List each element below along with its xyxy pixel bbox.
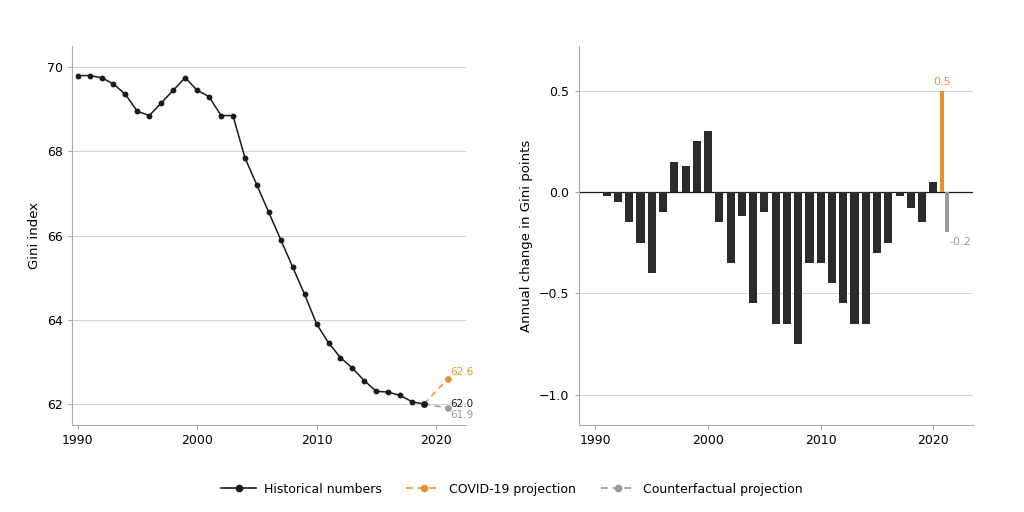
Text: 0.5: 0.5: [933, 77, 951, 87]
Bar: [738, 192, 745, 216]
Text: 62.6: 62.6: [450, 367, 473, 376]
Bar: [671, 162, 678, 192]
Bar: [783, 192, 791, 324]
Bar: [817, 192, 824, 263]
Bar: [648, 192, 655, 273]
Bar: [750, 192, 757, 304]
Y-axis label: Gini index: Gini index: [28, 202, 41, 269]
Bar: [795, 192, 802, 344]
Bar: [945, 192, 949, 232]
Bar: [761, 192, 768, 212]
Legend: Historical numbers, COVID-19 projection, Counterfactual projection: Historical numbers, COVID-19 projection,…: [216, 478, 808, 501]
Bar: [614, 192, 622, 202]
Bar: [919, 192, 926, 222]
Bar: [828, 192, 836, 283]
Text: 62.0: 62.0: [450, 399, 473, 409]
Bar: [896, 192, 903, 196]
Bar: [727, 192, 734, 263]
Bar: [873, 192, 881, 253]
Bar: [930, 182, 937, 192]
Text: 61.9: 61.9: [450, 410, 473, 420]
Text: -0.2: -0.2: [949, 237, 971, 247]
Y-axis label: Annual change in Gini points: Annual change in Gini points: [520, 139, 534, 332]
Bar: [637, 192, 644, 243]
Bar: [693, 141, 700, 192]
Bar: [659, 192, 667, 212]
Bar: [907, 192, 914, 208]
Bar: [940, 91, 944, 192]
Bar: [885, 192, 892, 243]
Bar: [705, 131, 712, 192]
Bar: [840, 192, 847, 304]
Bar: [862, 192, 869, 324]
Bar: [851, 192, 858, 324]
Bar: [682, 165, 689, 192]
Bar: [772, 192, 779, 324]
Bar: [716, 192, 723, 222]
Bar: [626, 192, 633, 222]
Bar: [603, 192, 610, 196]
Bar: [806, 192, 813, 263]
